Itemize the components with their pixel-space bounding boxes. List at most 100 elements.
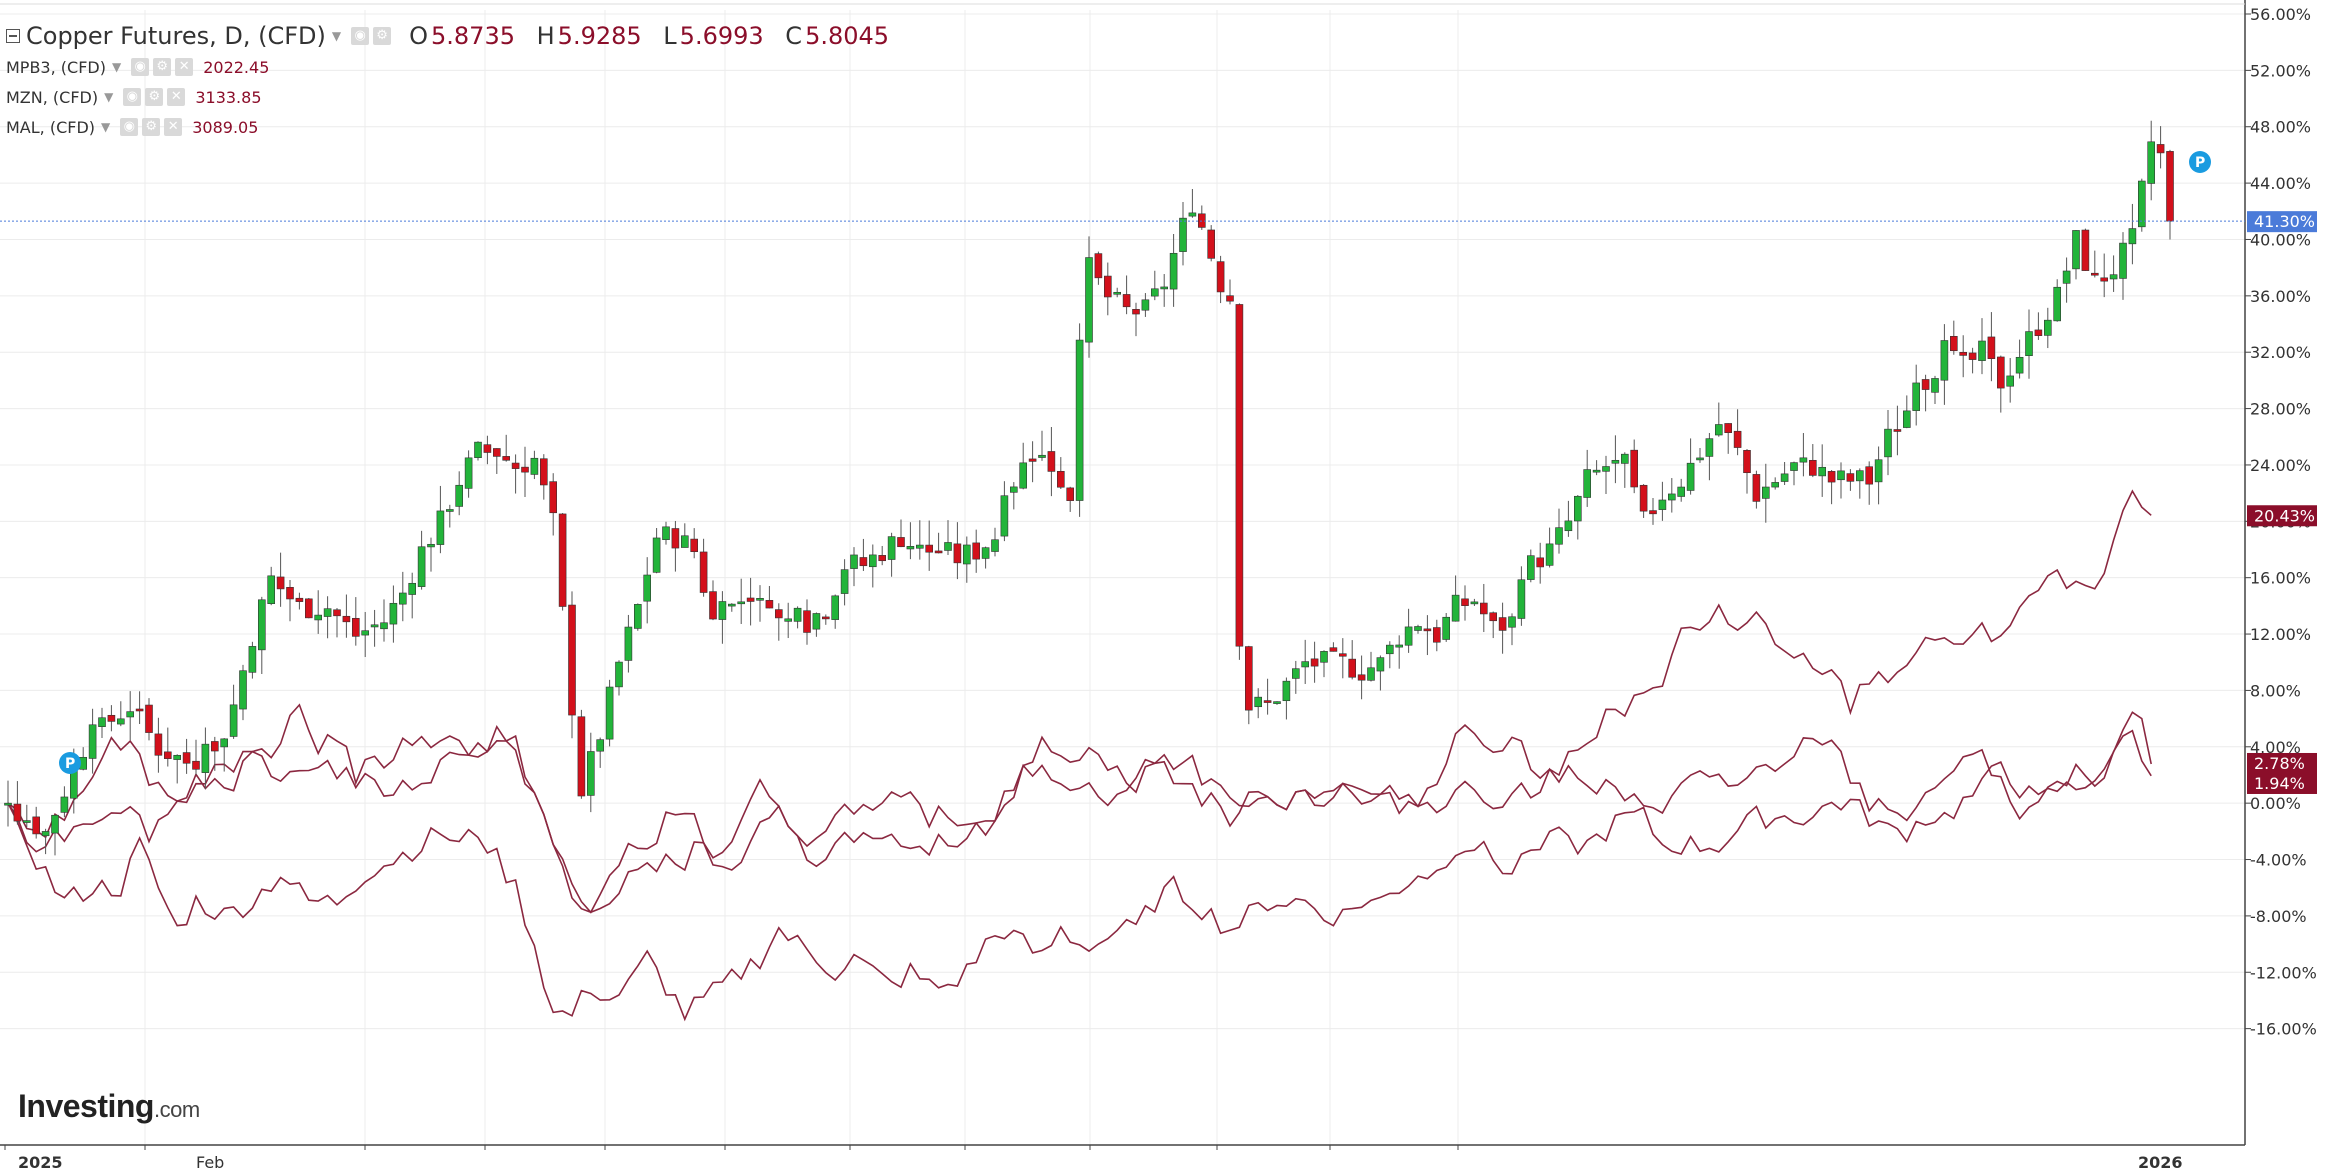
gear-icon[interactable]: ⚙ bbox=[373, 27, 392, 45]
candle-up bbox=[643, 574, 652, 602]
main-symbol-title[interactable]: Copper Futures, D, (CFD) bbox=[26, 22, 326, 50]
candle-down bbox=[1630, 449, 1638, 488]
candle-up bbox=[427, 543, 435, 548]
candle-up bbox=[1292, 668, 1300, 679]
ohlc-readout: O 5.8735 H 5.9285 L 5.6993 C 5.8045 bbox=[409, 22, 890, 50]
chevron-down-icon[interactable]: ▼ bbox=[331, 29, 342, 43]
candle-down bbox=[511, 462, 520, 469]
eye-icon[interactable]: ◉ bbox=[131, 58, 150, 76]
candle-up bbox=[868, 554, 877, 568]
candle-up bbox=[1113, 291, 1121, 295]
candle-up bbox=[417, 546, 426, 587]
candle-up bbox=[1151, 288, 1159, 297]
legend-overlay-row[interactable]: MPB3, (CFD) ▼ ◉ ⚙ ✕ 2022.45 bbox=[6, 52, 903, 82]
legend-overlay-row[interactable]: MZN, (CFD) ▼ ◉ ⚙ ✕ 3133.85 bbox=[6, 82, 903, 112]
price-badge bbox=[2247, 752, 2317, 774]
y-tick-label: -12.00% bbox=[2250, 963, 2317, 982]
legend-overlay-row[interactable]: MAL, (CFD) ▼ ◉ ⚙ ✕ 3089.05 bbox=[6, 112, 903, 142]
candle-up bbox=[1611, 459, 1620, 464]
candle-up bbox=[201, 743, 210, 773]
candle-down bbox=[1950, 335, 1958, 352]
candle-down bbox=[1893, 429, 1902, 432]
pin-marker-icon bbox=[2189, 151, 2211, 173]
candle-up bbox=[1856, 470, 1864, 482]
candle-down bbox=[925, 544, 934, 553]
candle-down bbox=[1198, 213, 1206, 228]
y-tick-label: 8.00% bbox=[2250, 681, 2301, 700]
candle-up bbox=[323, 608, 332, 617]
candle-down bbox=[342, 615, 351, 623]
close-icon[interactable]: ✕ bbox=[175, 58, 194, 76]
overlay-symbol-name[interactable]: MAL, (CFD) bbox=[6, 117, 96, 137]
candle-down bbox=[13, 803, 22, 822]
candle-up bbox=[915, 544, 924, 549]
y-tick-label: 16.00% bbox=[2250, 569, 2311, 588]
candle-up bbox=[1282, 680, 1291, 702]
overlay-value: 3089.05 bbox=[192, 117, 259, 137]
candle-up bbox=[117, 718, 125, 725]
candle-up bbox=[944, 542, 952, 551]
chevron-down-icon[interactable]: ▼ bbox=[111, 60, 122, 74]
candle-down bbox=[1809, 459, 1817, 476]
overlay-symbol-name[interactable]: MPB3, (CFD) bbox=[6, 57, 106, 77]
eye-icon[interactable]: ◉ bbox=[123, 88, 142, 106]
overlay-symbol-name[interactable]: MZN, (CFD) bbox=[6, 87, 99, 107]
candle-up bbox=[1517, 579, 1526, 619]
candle-up bbox=[718, 601, 727, 620]
candle-down bbox=[1987, 336, 1996, 360]
candle-down bbox=[577, 716, 586, 797]
candle-up bbox=[126, 711, 134, 718]
candle-up bbox=[1075, 339, 1084, 501]
candle-up bbox=[737, 601, 746, 605]
candle-up bbox=[1771, 482, 1779, 488]
candle-up bbox=[1320, 651, 1328, 663]
candle-down bbox=[1066, 487, 1074, 501]
candle-down bbox=[558, 513, 567, 607]
candle-up bbox=[389, 602, 398, 625]
eye-icon[interactable]: ◉ bbox=[120, 118, 139, 136]
candle-up bbox=[793, 607, 802, 622]
candle-up bbox=[1837, 470, 1845, 481]
candle-up bbox=[1038, 454, 1046, 458]
candle-down bbox=[953, 543, 962, 564]
x-tick-label: 2025 bbox=[18, 1153, 63, 1172]
overlay-series-line bbox=[7, 711, 2152, 1022]
candle-down bbox=[1724, 423, 1732, 433]
candle-up bbox=[455, 484, 464, 507]
close-icon[interactable]: ✕ bbox=[167, 88, 186, 106]
candle-down bbox=[1649, 510, 1657, 515]
y-tick-label: -16.00% bbox=[2250, 1020, 2317, 1039]
candle-down bbox=[1959, 351, 1967, 356]
candle-up bbox=[370, 624, 379, 628]
candle-up bbox=[1273, 701, 1281, 704]
candle-up bbox=[1009, 486, 1018, 493]
candle-up bbox=[2119, 242, 2127, 279]
chevron-down-icon[interactable]: ▼ bbox=[104, 90, 114, 104]
candle-up bbox=[1686, 462, 1695, 491]
candle-down bbox=[878, 555, 887, 562]
close-value: 5.8045 bbox=[805, 22, 890, 50]
gear-icon[interactable]: ⚙ bbox=[142, 118, 161, 136]
gear-icon[interactable]: ⚙ bbox=[153, 58, 172, 76]
eye-icon[interactable]: ◉ bbox=[351, 27, 370, 45]
gear-icon[interactable]: ⚙ bbox=[145, 88, 164, 106]
candle-down bbox=[182, 752, 191, 764]
candle-up bbox=[2025, 331, 2033, 356]
candle-down bbox=[351, 617, 360, 637]
candle-up bbox=[1592, 469, 1601, 473]
collapse-icon[interactable] bbox=[6, 29, 20, 43]
candle-down bbox=[859, 557, 868, 567]
close-icon[interactable]: ✕ bbox=[164, 118, 183, 136]
candle-up bbox=[1903, 410, 1911, 428]
chevron-down-icon[interactable]: ▼ bbox=[101, 120, 111, 134]
candle-down bbox=[568, 604, 576, 716]
candle-down bbox=[1235, 304, 1244, 647]
candle-down bbox=[211, 741, 219, 752]
candle-down bbox=[1028, 458, 1037, 462]
pin-marker-label: P bbox=[65, 756, 75, 772]
candle-up bbox=[1555, 527, 1563, 545]
candle-down bbox=[934, 550, 943, 554]
y-tick-label: 32.00% bbox=[2250, 343, 2311, 362]
